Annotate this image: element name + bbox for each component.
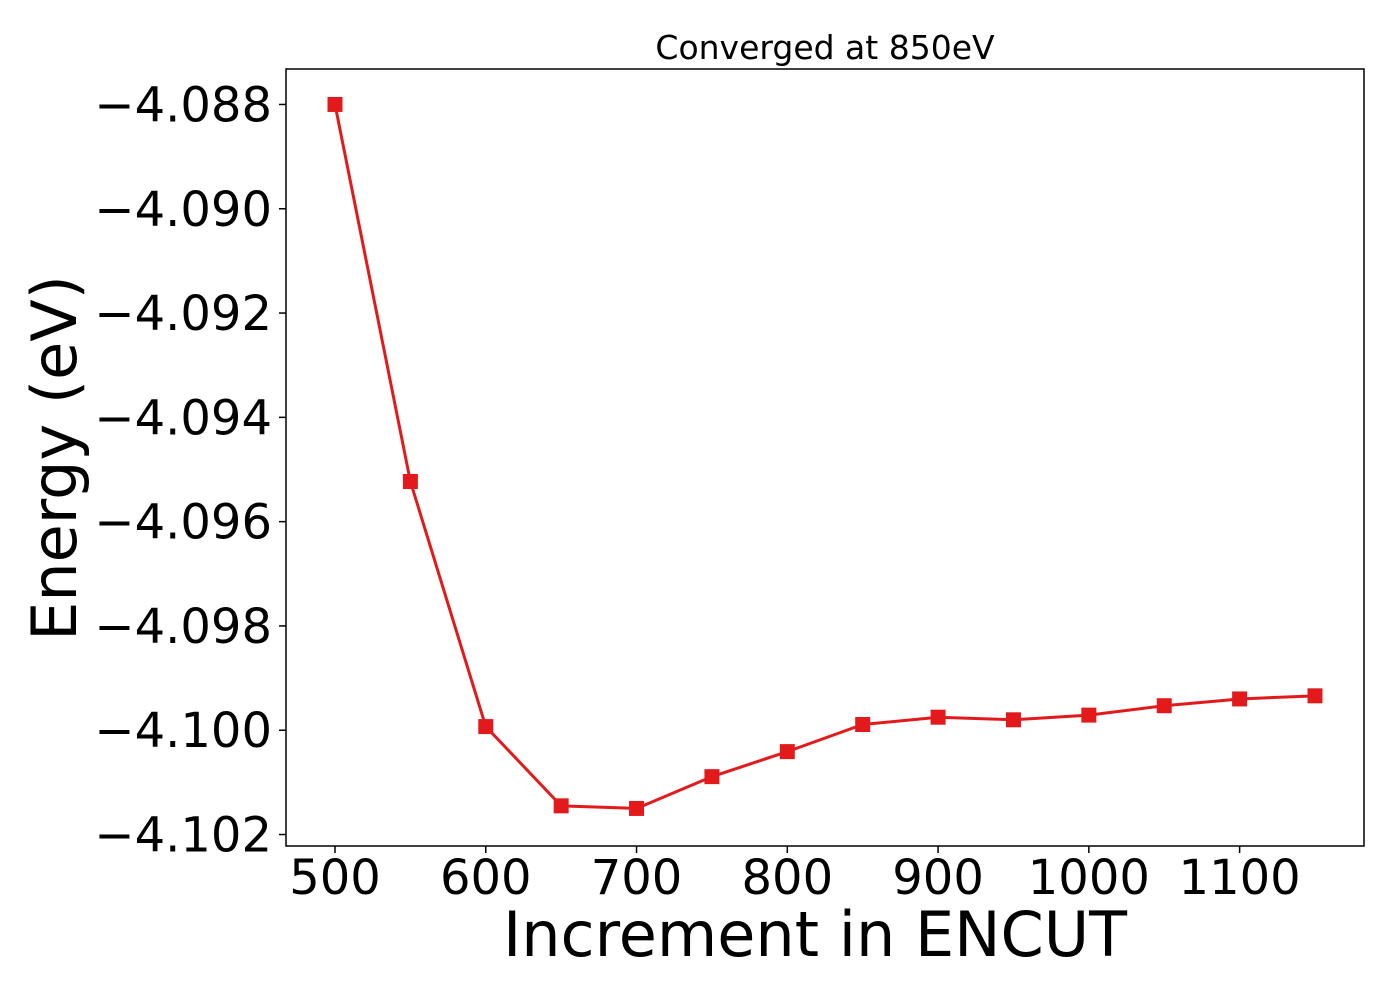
chart-title: Converged at 850eV	[655, 28, 995, 67]
y-tick-label: −4.100	[94, 703, 272, 759]
y-tick-label: −4.102	[94, 808, 272, 864]
y-tick-label: −4.092	[94, 286, 272, 342]
y-tick-label: −4.088	[94, 77, 272, 133]
data-point-marker	[704, 769, 720, 785]
x-tick-label: 1000	[1028, 850, 1150, 906]
series-line	[333, 104, 1316, 810]
data-point-marker	[779, 744, 795, 760]
data-point-marker	[553, 798, 569, 814]
x-tick-label: 600	[440, 850, 532, 906]
x-tick-label: 1100	[1179, 850, 1301, 906]
data-point-marker	[1307, 688, 1323, 704]
series-layer	[327, 96, 1323, 816]
y-tick-label: −4.098	[94, 599, 272, 655]
y-tick-label: −4.094	[94, 390, 272, 446]
data-point-marker	[327, 96, 343, 112]
data-point-marker	[1081, 707, 1097, 723]
y-axis-label: Energy (eV)	[18, 275, 91, 641]
x-tick-label: 800	[741, 850, 833, 906]
data-point-marker	[1005, 712, 1021, 728]
data-point-marker	[855, 716, 871, 732]
data-point-marker	[930, 709, 946, 725]
data-point-marker	[478, 719, 494, 735]
x-tick-label: 500	[289, 850, 381, 906]
y-axis: −4.088 −4.090 −4.092 −4.094 −4.096 −4.098 −4.1…	[94, 77, 286, 864]
data-point-marker	[1232, 691, 1248, 707]
data-point-marker	[629, 800, 645, 816]
plot-area-frame	[285, 68, 1365, 847]
y-tick-label: −4.090	[94, 182, 272, 238]
x-tick-label: 900	[892, 850, 984, 906]
data-point-marker	[1156, 698, 1172, 714]
x-axis-label: Increment in ENCUT	[503, 898, 1128, 971]
x-tick-label: 700	[591, 850, 683, 906]
x-axis: 500 600 700 800 900 1000 1100	[289, 846, 1301, 906]
data-point-marker	[402, 473, 418, 489]
y-tick-label: −4.096	[94, 495, 272, 551]
